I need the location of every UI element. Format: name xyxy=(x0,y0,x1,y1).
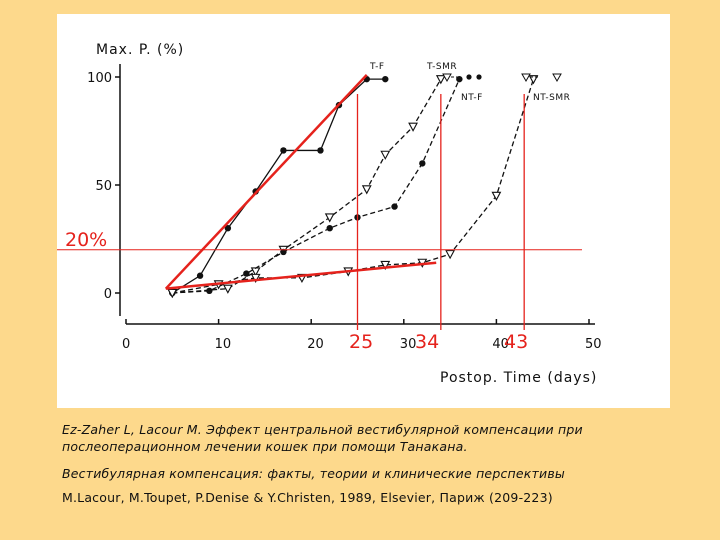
legend-label: T-F xyxy=(369,62,385,72)
data-point xyxy=(280,248,287,256)
data-point xyxy=(243,270,250,277)
data-point xyxy=(326,225,333,232)
vertical-marker-label: 34 xyxy=(415,331,439,353)
series-line-t-f xyxy=(171,78,386,294)
x-tick-label: 50 xyxy=(585,337,602,352)
series-line-nt-smr xyxy=(172,78,535,294)
vertical-marker-label: 43 xyxy=(504,331,528,353)
data-point xyxy=(206,287,213,295)
data-point xyxy=(317,147,324,154)
x-tick-label: 10 xyxy=(215,337,232,352)
series-line-t-smr xyxy=(172,78,442,294)
data-point xyxy=(222,284,233,294)
legend-marker xyxy=(466,74,472,80)
book-authors-text: M.Lacour, M.Toupet, P.Denise & Y.Christe… xyxy=(62,490,553,505)
data-point xyxy=(445,250,456,260)
data-point xyxy=(491,191,502,201)
data-point xyxy=(167,288,178,299)
book-title-text: Вестибулярная компенсация: факты, теории… xyxy=(62,466,565,481)
data-point xyxy=(382,75,389,83)
legend-marker xyxy=(552,73,562,83)
data-point xyxy=(224,225,232,232)
trend-line xyxy=(165,261,437,290)
vertical-marker-label: 25 xyxy=(349,331,373,353)
trend-line xyxy=(164,73,368,290)
threshold-label: 20% xyxy=(65,229,107,251)
data-point xyxy=(419,160,426,167)
legend-label: NT-SMR xyxy=(533,93,570,103)
legend-marker xyxy=(521,73,531,83)
legend-label: NT-F xyxy=(461,93,483,103)
x-tick-label: 30 xyxy=(400,337,417,352)
x-axis-label: Postop. Time (days) xyxy=(440,370,597,386)
legend-marker xyxy=(476,74,482,80)
series-line-nt-f xyxy=(172,78,460,294)
data-point xyxy=(408,122,418,132)
data-point xyxy=(280,147,287,154)
data-point xyxy=(361,185,372,195)
legend-marker xyxy=(442,73,452,83)
y-tick-label: 50 xyxy=(95,179,112,194)
data-point xyxy=(196,272,204,279)
data-point xyxy=(435,75,446,85)
legend-label: T-SMR xyxy=(426,62,457,72)
y-tick-label: 0 xyxy=(104,287,112,302)
data-point xyxy=(528,75,539,85)
plot-panel: 0 50 100 0 10 20 30 40 50 Max. P. (%) Postop. Time… xyxy=(57,14,670,408)
data-point xyxy=(456,75,463,83)
data-point xyxy=(380,150,391,160)
data-point xyxy=(250,273,261,284)
data-point xyxy=(324,213,335,223)
y-axis-label: Max. P. (%) xyxy=(96,42,184,58)
chart: 0 50 100 0 10 20 30 40 50 Max. P. (%) Postop. Time… xyxy=(57,42,602,386)
x-tick-label: 20 xyxy=(307,337,324,352)
data-point xyxy=(380,260,391,271)
y-tick-label: 100 xyxy=(87,71,112,86)
x-tick-label: 0 xyxy=(122,337,130,352)
citation-text: Ez-Zaher L, Lacour M. Эффект центральной… xyxy=(62,422,583,454)
x-tick-label: 40 xyxy=(492,337,509,352)
data-point xyxy=(391,203,398,210)
